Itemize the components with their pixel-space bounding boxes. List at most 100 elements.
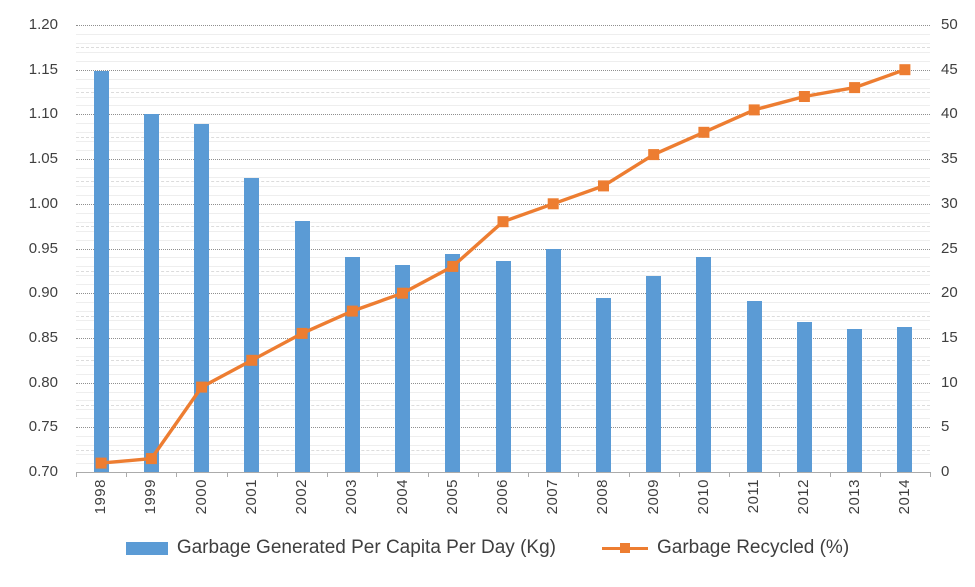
minor-gridline xyxy=(76,212,930,214)
line-marker-2007[interactable] xyxy=(547,198,559,210)
line-marker-2002[interactable] xyxy=(296,327,308,339)
x-axis-label-2012: 2012 xyxy=(795,479,813,515)
line-marker-1999[interactable] xyxy=(145,453,157,465)
x-axis-label-2011: 2011 xyxy=(745,479,763,514)
bar-2008[interactable] xyxy=(595,297,611,472)
x-axis-tick xyxy=(678,472,680,477)
line-marker-2014[interactable] xyxy=(899,64,911,76)
minor-gridline xyxy=(76,239,930,241)
line-marker-2012[interactable] xyxy=(798,91,810,102)
bar-series-swatch-icon xyxy=(125,541,168,555)
line-marker-2011[interactable] xyxy=(748,104,760,116)
bar-1999[interactable] xyxy=(143,114,159,472)
right-axis-tick-label: 25 xyxy=(941,239,958,257)
line-marker-2004[interactable] xyxy=(397,287,408,299)
minor-gridline xyxy=(76,51,930,53)
minor-gridline xyxy=(76,96,930,98)
major-gridline xyxy=(76,25,930,26)
line-marker-2009[interactable] xyxy=(648,149,660,161)
x-axis-label-2003: 2003 xyxy=(343,479,361,515)
line-marker-1998[interactable] xyxy=(95,457,107,469)
bar-2009[interactable] xyxy=(646,276,662,472)
bar-2011[interactable] xyxy=(746,301,762,472)
minor-gridline xyxy=(76,132,930,134)
line-marker-2001[interactable] xyxy=(246,354,258,366)
left-axis-tick-label: 0.90 xyxy=(28,284,58,302)
x-axis-label-2005: 2005 xyxy=(443,479,461,515)
right-axis-tick-label: 40 xyxy=(941,105,958,123)
line-marker-2010[interactable] xyxy=(698,126,710,138)
minor-gridline xyxy=(76,194,930,196)
major-gridline xyxy=(76,159,930,161)
right-axis-tick-label: 20 xyxy=(941,284,958,302)
bar-2014[interactable] xyxy=(897,327,913,472)
left-axis-tick-label: 1.05 xyxy=(28,150,58,168)
x-axis-tick xyxy=(327,472,329,477)
left-axis-tick-label: 1.00 xyxy=(28,194,58,212)
left-axis-tick-label: 0.80 xyxy=(28,373,58,391)
left-axis-tick-label: 0.70 xyxy=(28,463,58,480)
x-axis-label-2002: 2002 xyxy=(293,479,311,515)
x-axis-tick xyxy=(276,472,278,477)
right-axis-tick-label: 15 xyxy=(941,328,958,346)
minor-gridline xyxy=(76,185,930,187)
right-axis-tick-label: 30 xyxy=(941,194,958,212)
x-axis-tick xyxy=(76,472,77,477)
right-axis-tick-label: 10 xyxy=(941,373,958,391)
x-axis-label-2000: 2000 xyxy=(192,479,210,515)
minor-gridline xyxy=(76,230,930,232)
left-axis-tick-label: 0.75 xyxy=(28,418,58,436)
x-axis-label-2007: 2007 xyxy=(544,479,562,515)
line-marker-2005[interactable] xyxy=(447,260,459,272)
minor-gridline xyxy=(76,60,930,62)
line-marker-2003[interactable] xyxy=(346,305,358,317)
major-gridline xyxy=(76,69,930,71)
line-series-swatch-icon xyxy=(601,542,648,555)
bar-2013[interactable] xyxy=(847,328,863,472)
line-marker-2006[interactable] xyxy=(497,216,509,228)
recycled-line[interactable] xyxy=(100,68,906,465)
right-axis-tick-label: 5 xyxy=(941,418,950,436)
left-axis-tick-label: 1.15 xyxy=(28,60,58,78)
legend-item-bar-series[interactable]: Garbage Generated Per Capita Per Day (Kg… xyxy=(125,537,556,559)
minor-gridline xyxy=(76,78,930,80)
x-axis-label-1998: 1998 xyxy=(92,479,110,515)
bar-2012[interactable] xyxy=(796,321,812,472)
x-axis-tick xyxy=(779,472,781,477)
x-axis-tick xyxy=(477,472,479,477)
x-axis-tick xyxy=(829,472,831,477)
x-axis-label-2010: 2010 xyxy=(694,479,712,515)
right-axis-tick-label: 45 xyxy=(941,60,958,78)
legend: Garbage Generated Per Capita Per Day (Kg… xyxy=(0,537,975,559)
bar-2001[interactable] xyxy=(244,177,260,472)
dash-gridline xyxy=(76,47,930,49)
minor-gridline xyxy=(76,257,930,259)
minor-gridline xyxy=(76,87,930,89)
x-axis-tick xyxy=(729,472,731,477)
bar-2006[interactable] xyxy=(495,261,511,472)
x-axis-tick xyxy=(427,472,429,477)
bar-2004[interactable] xyxy=(395,264,411,472)
left-axis-tick-label: 1.20 xyxy=(28,16,58,33)
minor-gridline xyxy=(76,123,930,125)
line-marker-2013[interactable] xyxy=(849,82,861,94)
bar-2002[interactable] xyxy=(294,220,310,472)
bar-2010[interactable] xyxy=(696,256,712,472)
bar-1998[interactable] xyxy=(93,71,109,472)
x-axis-tick xyxy=(879,472,881,477)
dash-gridline xyxy=(76,181,930,183)
minor-gridline xyxy=(76,42,930,44)
bar-2007[interactable] xyxy=(545,248,561,472)
minor-gridline xyxy=(76,105,930,107)
left-axis-tick-label: 0.85 xyxy=(28,328,58,346)
line-marker-2008[interactable] xyxy=(598,180,609,192)
right-axis-tick-label: 50 xyxy=(941,16,958,33)
x-axis-label-2006: 2006 xyxy=(494,479,511,515)
legend-item-line-series[interactable]: Garbage Recycled (%) xyxy=(601,537,849,559)
x-axis-tick xyxy=(628,472,630,477)
line-marker-2000[interactable] xyxy=(196,381,208,393)
x-axis-label-2014: 2014 xyxy=(895,479,913,515)
bar-2005[interactable] xyxy=(445,253,461,472)
